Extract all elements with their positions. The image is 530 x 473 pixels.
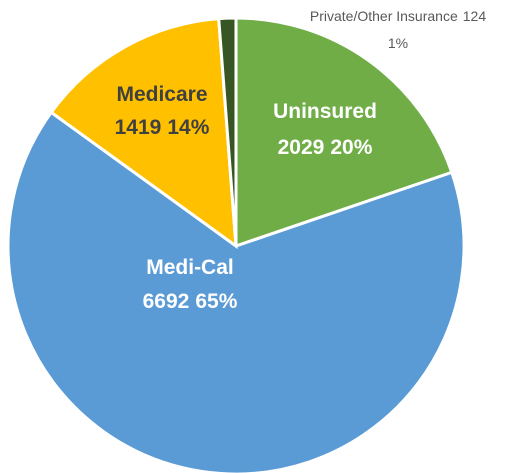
data-label: Medicare [116, 83, 207, 106]
value-label: 2029 [278, 136, 325, 159]
category-label: Uninsured [273, 100, 377, 123]
percent-label: 14% [167, 116, 209, 139]
data-label: Private/Other Insurance 124 [310, 8, 486, 24]
pie-slice [234, 16, 454, 249]
data-label: 2029 20% [278, 136, 373, 159]
value-label: 6692 [143, 290, 190, 313]
data-label: Medi-Cal [146, 256, 234, 279]
percent-label: 1% [388, 35, 408, 51]
category-label: Medi-Cal [146, 256, 234, 279]
data-label: 6692 65% [143, 290, 238, 313]
category-label: Medicare [116, 83, 207, 106]
value-label: 124 [463, 8, 487, 24]
percent-label: 65% [195, 290, 237, 313]
data-label: 1419 14% [115, 116, 210, 139]
value-label: 1419 [115, 116, 162, 139]
pie-slice [217, 16, 238, 247]
percent-label: 20% [330, 136, 372, 159]
data-label: 1% [388, 35, 408, 51]
pie-slice [49, 17, 238, 250]
category-label: Private/Other Insurance [310, 8, 458, 24]
data-label: Uninsured [273, 100, 377, 123]
pie-slice [6, 110, 466, 473]
